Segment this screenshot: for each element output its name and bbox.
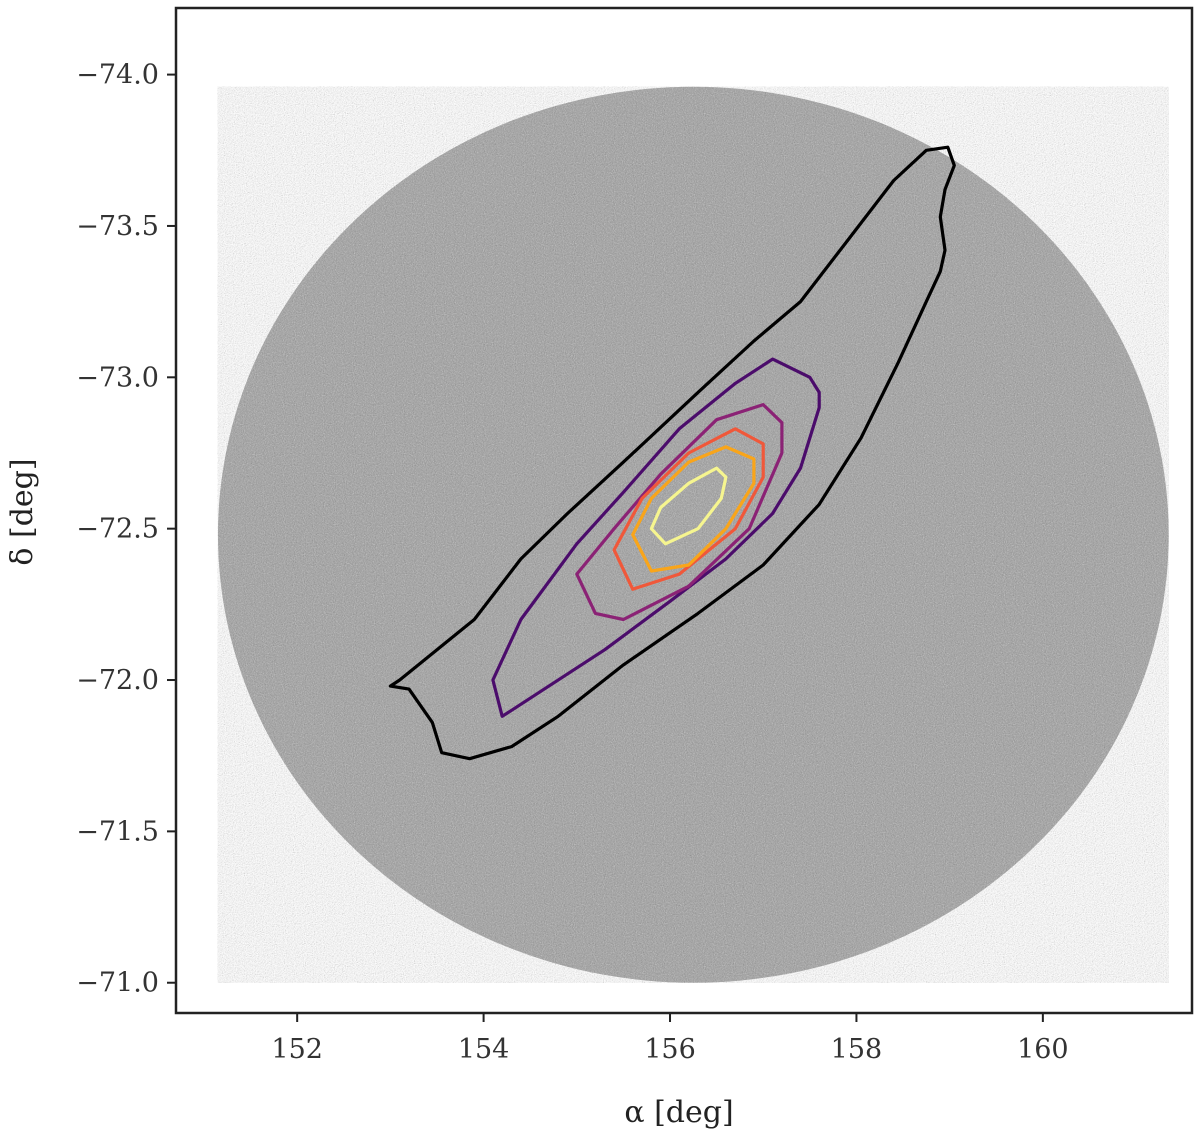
y-axis-ticks: −74.0 −73.5 −73.0 −72.5 −72.0 −71.5 −71.0 — [76, 60, 176, 999]
y-axis-label: δ [deg] — [5, 458, 40, 565]
contour-level-1 — [388, 145, 956, 761]
x-tick-label: 154 — [458, 1034, 510, 1065]
y-tick-label: −74.0 — [76, 60, 159, 91]
y-tick-label: −72.5 — [76, 514, 159, 545]
y-tick-label: −73.0 — [76, 362, 159, 393]
contour-level-3 — [575, 403, 784, 622]
x-tick-label: 152 — [271, 1034, 323, 1065]
plot-frame — [174, 6, 1194, 1015]
contour-level-5 — [631, 445, 756, 573]
x-axis-label: α [deg] — [624, 1095, 733, 1130]
contour-level-6 — [649, 466, 728, 546]
star-field — [217, 86, 1169, 983]
contour-level-4 — [612, 427, 765, 591]
x-axis-ticks: 152 154 156 158 160 — [271, 1013, 1069, 1065]
x-tick-label: 160 — [1017, 1034, 1069, 1065]
density-contours — [388, 145, 956, 761]
x-tick-label: 156 — [644, 1034, 696, 1065]
y-tick-label: −71.0 — [76, 968, 159, 999]
x-tick-label: 158 — [831, 1034, 883, 1065]
y-tick-label: −71.5 — [76, 816, 159, 847]
y-tick-label: −72.0 — [76, 665, 159, 696]
star-field-texture — [217, 86, 1169, 983]
contour-level-2 — [491, 357, 821, 718]
y-tick-label: −73.5 — [76, 211, 159, 242]
